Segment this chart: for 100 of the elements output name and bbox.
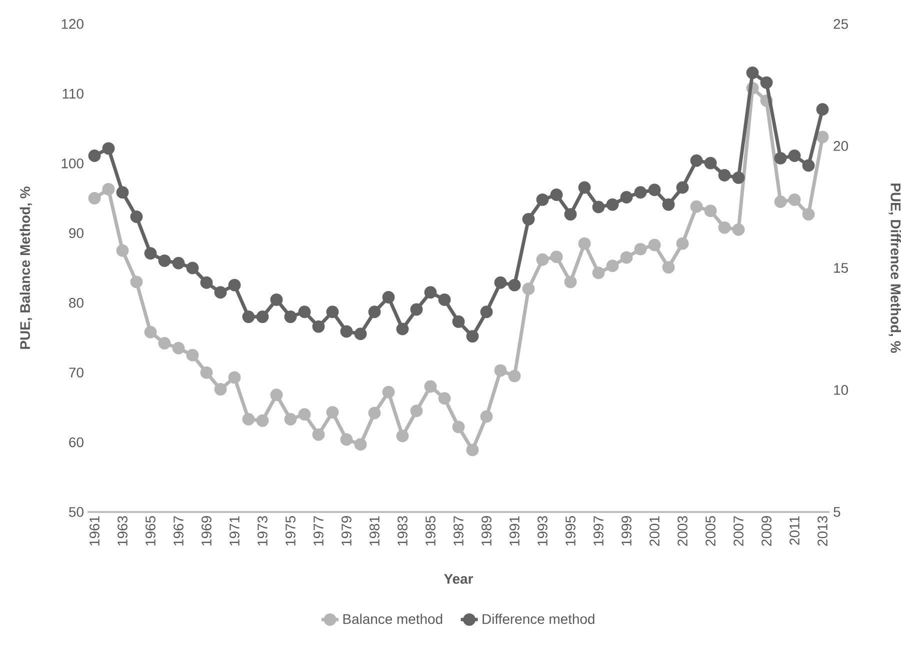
x-tick-label: 2001	[650, 516, 660, 546]
y-axis-title: PUE, Balance Method, %	[20, 186, 32, 349]
point	[774, 196, 787, 208]
point	[340, 433, 353, 446]
point	[130, 210, 143, 223]
point	[648, 238, 661, 252]
point	[354, 438, 367, 451]
point	[144, 326, 157, 338]
point	[788, 150, 801, 162]
point	[606, 260, 619, 272]
point	[438, 293, 451, 306]
point	[200, 366, 213, 379]
point	[676, 181, 689, 194]
point	[228, 278, 241, 292]
point	[746, 66, 759, 80]
point	[452, 315, 465, 328]
point	[690, 200, 703, 213]
x-tick-label: 2009	[762, 516, 772, 546]
point	[382, 291, 395, 304]
point	[648, 184, 661, 196]
x-tick-label: 1971	[230, 516, 240, 546]
point	[578, 237, 591, 250]
point	[536, 193, 549, 206]
point	[704, 204, 717, 218]
point	[592, 266, 605, 280]
point	[536, 253, 549, 266]
point	[522, 212, 535, 226]
x-tick-label: 1997	[594, 516, 604, 546]
x-tick-label: 1993	[538, 516, 548, 546]
point	[718, 169, 731, 182]
x-tick-label: 1995	[566, 516, 576, 546]
point	[634, 186, 647, 199]
point	[214, 286, 227, 299]
point	[508, 278, 521, 292]
point	[410, 404, 423, 418]
x-tick-label: 1977	[314, 516, 324, 546]
point	[606, 198, 619, 211]
point	[368, 406, 381, 420]
point	[662, 261, 675, 274]
y2-tick-label: 5	[834, 507, 840, 517]
point	[368, 306, 381, 318]
point	[312, 320, 325, 333]
point	[452, 420, 465, 434]
x-tick-label: 2005	[706, 516, 716, 546]
point	[620, 190, 633, 204]
point	[144, 247, 157, 260]
point	[270, 293, 283, 306]
point	[228, 371, 241, 384]
point	[466, 330, 479, 343]
x-tick-label: 1987	[454, 516, 464, 546]
y2-tick-label: 25	[834, 19, 848, 29]
point	[312, 428, 325, 441]
point	[298, 408, 311, 421]
x-axis-title: Year	[444, 574, 474, 584]
point	[396, 322, 409, 336]
point	[690, 154, 703, 167]
legend-label: Difference method	[482, 614, 594, 624]
point	[816, 103, 829, 116]
point	[732, 171, 745, 184]
x-tick-label: 1991	[510, 516, 520, 546]
point	[592, 200, 605, 214]
point	[256, 310, 269, 324]
point	[620, 251, 633, 264]
point	[802, 159, 815, 172]
point	[410, 303, 423, 316]
point	[802, 208, 815, 221]
point	[788, 193, 801, 206]
point	[494, 364, 507, 377]
point	[172, 342, 185, 354]
point	[214, 383, 227, 396]
x-tick-label: 1981	[370, 516, 380, 546]
point	[116, 186, 129, 199]
point	[382, 386, 395, 398]
y-tick-label: 100	[62, 158, 84, 168]
point	[284, 413, 297, 426]
point	[578, 181, 591, 194]
point	[172, 256, 185, 270]
point	[130, 276, 143, 288]
point	[564, 276, 577, 288]
point	[256, 414, 269, 427]
point	[88, 150, 101, 162]
point	[284, 310, 297, 324]
point	[158, 254, 171, 267]
point	[676, 237, 689, 250]
legend-label: Balance method	[343, 614, 442, 624]
point	[522, 282, 535, 296]
y-tick-label: 120	[62, 19, 84, 29]
point	[732, 223, 745, 236]
x-tick-label: 2007	[734, 516, 744, 546]
point	[186, 348, 199, 362]
point	[550, 188, 563, 202]
y2-axis-title: PUE, Diffrence Method, %	[888, 184, 901, 353]
x-tick-label: 2003	[678, 516, 688, 546]
x-tick-label: 1969	[202, 516, 212, 546]
x-tick-label: 2011	[790, 516, 800, 545]
y2-tick-label: 15	[834, 263, 848, 273]
y-tick-label: 50	[69, 507, 84, 517]
point	[508, 370, 521, 382]
x-tick-label: 1965	[146, 516, 156, 546]
x-tick-label: 1961	[90, 516, 100, 546]
